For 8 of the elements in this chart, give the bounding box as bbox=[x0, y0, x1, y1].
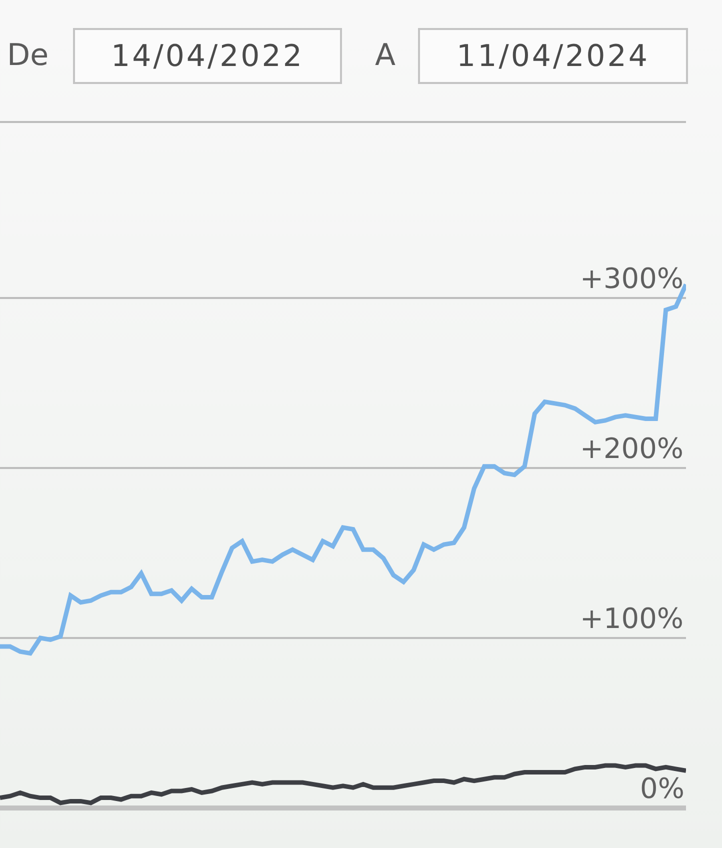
text: De bbox=[7, 37, 49, 75]
y-tick-label: +100% bbox=[580, 602, 684, 635]
y-tick-label: +200% bbox=[580, 432, 684, 465]
y-tick-label: 0% bbox=[640, 772, 684, 805]
y-tick-label: +300% bbox=[580, 262, 684, 295]
date-field: 11/04/2024 bbox=[418, 28, 688, 84]
date-field: 14/04/2022 bbox=[73, 28, 342, 84]
text: A bbox=[375, 37, 396, 75]
